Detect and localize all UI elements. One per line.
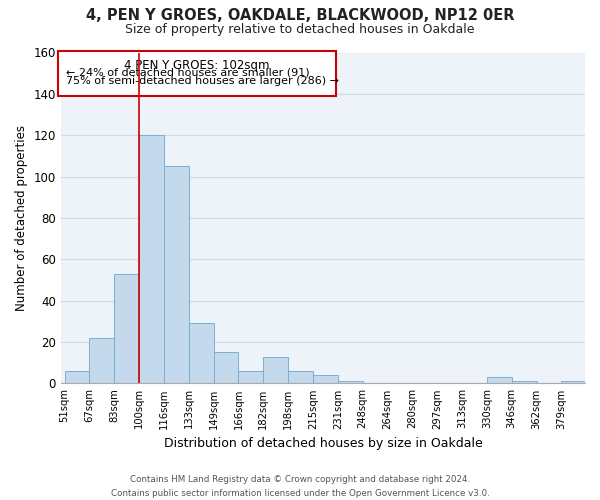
Y-axis label: Number of detached properties: Number of detached properties bbox=[15, 125, 28, 311]
Text: Contains HM Land Registry data © Crown copyright and database right 2024.
Contai: Contains HM Land Registry data © Crown c… bbox=[110, 476, 490, 498]
Bar bbox=[263, 356, 288, 384]
Bar bbox=[512, 382, 536, 384]
Bar bbox=[139, 135, 164, 384]
Bar bbox=[114, 274, 139, 384]
X-axis label: Distribution of detached houses by size in Oakdale: Distribution of detached houses by size … bbox=[164, 437, 482, 450]
Bar bbox=[89, 338, 114, 384]
Bar bbox=[313, 375, 338, 384]
FancyBboxPatch shape bbox=[58, 51, 336, 96]
Text: 4 PEN Y GROES: 102sqm: 4 PEN Y GROES: 102sqm bbox=[124, 59, 270, 72]
Text: Size of property relative to detached houses in Oakdale: Size of property relative to detached ho… bbox=[125, 22, 475, 36]
Bar bbox=[562, 382, 586, 384]
Bar bbox=[65, 371, 89, 384]
Text: 4, PEN Y GROES, OAKDALE, BLACKWOOD, NP12 0ER: 4, PEN Y GROES, OAKDALE, BLACKWOOD, NP12… bbox=[86, 8, 514, 22]
Bar bbox=[487, 377, 512, 384]
Text: 75% of semi-detached houses are larger (286) →: 75% of semi-detached houses are larger (… bbox=[66, 76, 339, 86]
Bar bbox=[238, 371, 263, 384]
Bar bbox=[189, 324, 214, 384]
Text: ← 24% of detached houses are smaller (91): ← 24% of detached houses are smaller (91… bbox=[66, 68, 310, 78]
Bar bbox=[338, 382, 362, 384]
Bar bbox=[214, 352, 238, 384]
Bar bbox=[164, 166, 189, 384]
Bar bbox=[288, 371, 313, 384]
